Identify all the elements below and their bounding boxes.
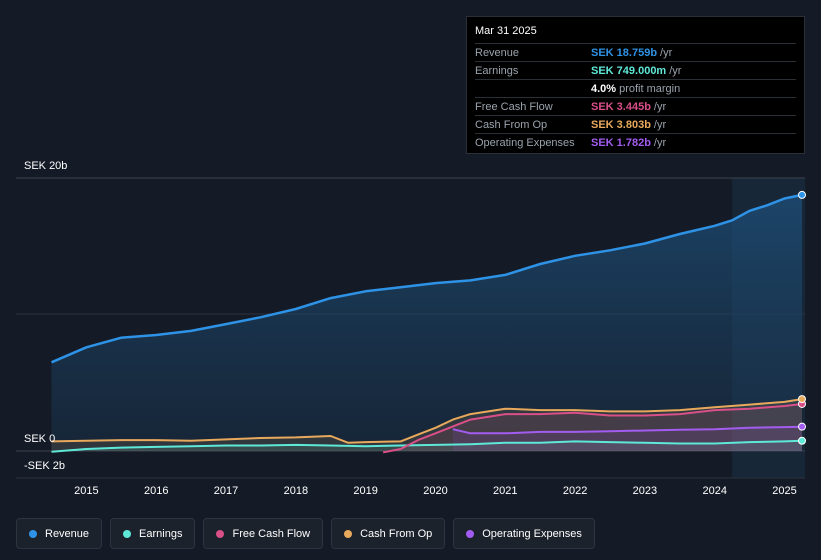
- x-tick-label: 2023: [632, 485, 658, 497]
- legend-item-operating-expenses[interactable]: Operating Expenses: [453, 518, 595, 549]
- tooltip-row-unit: /yr: [653, 118, 667, 131]
- x-tick-label: 2016: [143, 485, 169, 497]
- tooltip-row-label: Operating Expenses: [475, 136, 575, 149]
- data-tooltip: Mar 31 2025 Revenue SEK 18.759b/yr Earning…: [466, 16, 805, 154]
- tooltip-row: 4.0% profit margin: [475, 79, 796, 97]
- tooltip-row-label: Cash From Op: [475, 118, 548, 131]
- tooltip-row-unit: /yr: [669, 64, 682, 77]
- operating-expenses-end-point: [798, 422, 806, 431]
- x-tick-label: 2015: [74, 485, 99, 497]
- tooltip-row: Revenue SEK 18.759b/yr: [475, 43, 796, 61]
- legend-dot-icon: [123, 529, 132, 538]
- tooltip-row-value: SEK 749.000m: [591, 64, 667, 77]
- tooltip-date: Mar 31 2025: [475, 25, 537, 37]
- tooltip-row-unit: /yr: [653, 100, 667, 113]
- y-label-top: SEK 20b: [24, 160, 68, 172]
- tooltip-row-value: SEK 3.445b: [591, 100, 651, 113]
- earnings-end-point: [798, 436, 806, 445]
- legend-label: Earnings: [139, 527, 183, 540]
- x-tick-label: 2017: [213, 485, 239, 497]
- tooltip-row-unit: /yr: [653, 136, 667, 149]
- earnings-line: [51, 439, 803, 453]
- legend-label: Operating Expenses: [482, 527, 582, 540]
- x-tick-label: 2018: [283, 485, 309, 497]
- y-label-bottom: -SEK 2b: [24, 460, 65, 472]
- revenue-area: [51, 194, 803, 451]
- tooltip-row-label: Free Cash Flow: [475, 100, 553, 113]
- y-label-zero: SEK 0: [24, 433, 56, 445]
- revenue-line: [51, 193, 803, 364]
- earnings-area: [51, 440, 803, 452]
- cash-from-op-end-point: [798, 395, 806, 404]
- tooltip-row-value: 4.0%: [591, 82, 617, 95]
- x-tick-label: 2021: [493, 485, 518, 497]
- free-cash-flow-line: [382, 403, 803, 454]
- legend-dot-icon: [466, 529, 475, 538]
- tooltip-row: Free Cash Flow SEK 3.445b/yr: [475, 97, 796, 115]
- tooltip-row-label: Revenue: [475, 46, 520, 59]
- free-cash-flow-area: [383, 404, 802, 453]
- operating-expenses-line: [452, 425, 803, 435]
- cash-from-op-line: [51, 398, 803, 444]
- tooltip-row: Earnings SEK 749.000m/yr: [475, 61, 796, 79]
- chart-legend: Revenue Earnings Free Cash Flow Cash From O…: [16, 518, 595, 549]
- legend-item-free-cash-flow[interactable]: Free Cash Flow: [203, 518, 324, 549]
- legend-label: Revenue: [45, 527, 90, 540]
- x-tick-label: 2024: [702, 485, 727, 497]
- revenue-end-point: [798, 190, 806, 199]
- x-tick-label: 2019: [353, 485, 378, 497]
- tooltip-row-unit: /yr: [660, 46, 673, 59]
- tooltip-row-label: Earnings: [475, 64, 519, 77]
- legend-item-cash-from-op[interactable]: Cash From Op: [331, 518, 446, 549]
- legend-dot-icon: [216, 529, 225, 538]
- x-tick-label: 2025: [772, 485, 797, 497]
- tooltip-row-unit: profit margin: [619, 82, 681, 95]
- tooltip-row: Operating Expenses SEK 1.782b/yr: [475, 133, 796, 151]
- legend-label: Cash From Op: [360, 527, 433, 540]
- legend-label: Free Cash Flow: [232, 527, 311, 540]
- x-tick-label: 2020: [423, 485, 448, 497]
- tooltip-row-value: SEK 3.803b: [591, 118, 651, 131]
- legend-item-revenue[interactable]: Revenue: [16, 518, 103, 549]
- tooltip-row-value: SEK 1.782b: [591, 136, 651, 149]
- tooltip-row-value: SEK 18.759b: [591, 46, 658, 59]
- legend-dot-icon: [344, 529, 353, 538]
- legend-dot-icon: [29, 529, 37, 538]
- x-tick-label: 2022: [562, 485, 588, 497]
- tooltip-row: Cash From Op SEK 3.803b/yr: [475, 115, 796, 133]
- legend-item-earnings[interactable]: Earnings: [110, 518, 196, 549]
